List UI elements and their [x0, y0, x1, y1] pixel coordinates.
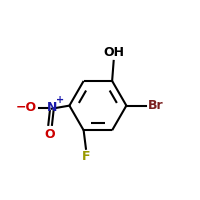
Text: OH: OH	[103, 46, 124, 59]
Text: +: +	[56, 95, 64, 105]
Text: Br: Br	[148, 99, 164, 112]
Text: O: O	[45, 128, 55, 141]
Text: N: N	[46, 101, 57, 114]
Text: F: F	[82, 150, 90, 163]
Text: −O: −O	[16, 101, 37, 114]
